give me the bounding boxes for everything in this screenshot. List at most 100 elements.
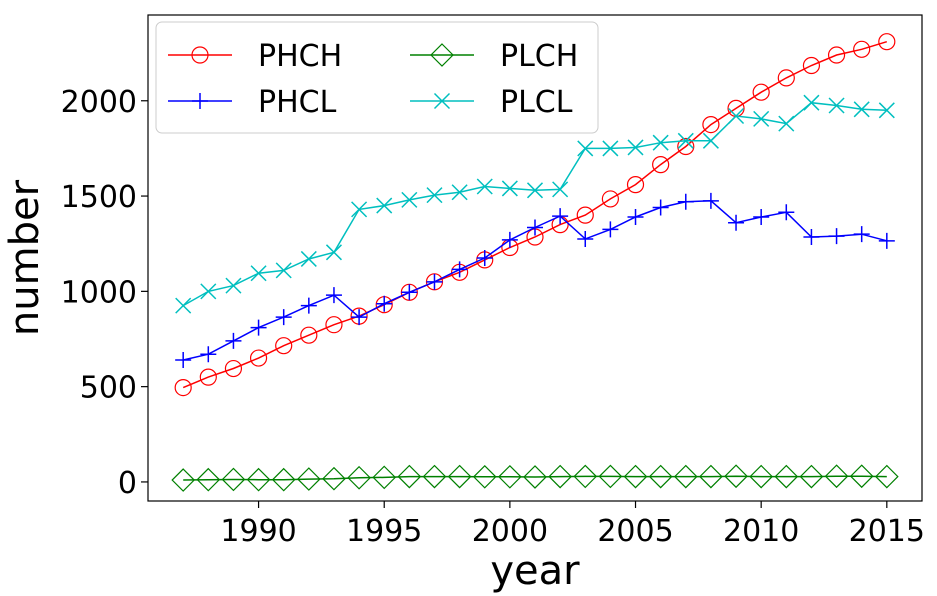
x-tick-label: 2015 <box>849 514 925 549</box>
y-axis: 0 500 1000 1500 2000 <box>61 85 148 501</box>
data-point-plch <box>774 464 799 489</box>
series-line-phch <box>182 40 888 389</box>
series-plcl <box>175 94 895 314</box>
data-point-phcl <box>451 261 468 278</box>
data-point-phch <box>601 190 619 208</box>
data-point-plcl <box>702 132 719 149</box>
data-point-plch <box>196 467 221 492</box>
x-axis-label: year <box>490 548 580 594</box>
data-point-plch <box>498 464 522 489</box>
data-point-plch <box>347 465 371 490</box>
data-point-plch <box>699 464 723 489</box>
data-point-plcl <box>325 244 342 261</box>
x-tick-label: 1990 <box>220 514 296 549</box>
data-point-plcl <box>401 191 418 208</box>
data-point-phch <box>878 33 896 51</box>
data-point-plcl <box>753 110 770 127</box>
data-point-phcl <box>828 228 845 245</box>
data-point-phcl <box>401 284 418 301</box>
data-point-plch <box>447 464 472 489</box>
data-point-phch <box>325 316 343 334</box>
data-point-plcl <box>853 101 870 118</box>
data-point-plch <box>422 464 447 489</box>
data-point-phch <box>174 379 192 397</box>
data-point-phcl <box>501 231 518 248</box>
data-point-phch <box>576 206 594 224</box>
data-point-phcl <box>627 209 644 226</box>
data-point-phcl <box>652 199 669 216</box>
x-tick-label: 1995 <box>346 514 422 549</box>
data-point-plch <box>523 465 547 489</box>
legend-item-plcl: PLCL <box>410 85 573 120</box>
data-point-plcl <box>778 115 795 132</box>
legend-marker-plcl <box>433 92 451 110</box>
series-line-plch <box>183 475 887 481</box>
data-point-phcl <box>300 297 317 314</box>
data-point-phcl <box>275 309 292 326</box>
data-point-plcl <box>476 178 493 195</box>
plot-frame <box>147 14 923 502</box>
data-point-phcl <box>200 346 217 363</box>
data-point-plch <box>749 464 774 489</box>
data-point-phch <box>224 359 243 378</box>
legend-box <box>155 21 599 134</box>
series-phch <box>174 33 896 397</box>
data-point-phcl <box>753 209 770 226</box>
legend-label: PHCH <box>258 39 342 74</box>
series-phcl <box>175 192 895 368</box>
data-point-phch <box>702 115 720 134</box>
series-layer <box>171 33 899 492</box>
data-point-phcl <box>677 193 694 210</box>
data-point-plcl <box>275 262 292 279</box>
data-point-phch <box>677 137 695 156</box>
data-point-plch <box>799 464 824 489</box>
data-point-phcl <box>853 226 870 243</box>
data-point-plch <box>598 464 623 489</box>
data-point-plch <box>472 464 497 489</box>
data-point-phch <box>249 349 268 367</box>
data-point-phch <box>199 368 217 386</box>
data-point-plcl <box>451 184 468 201</box>
data-point-plch <box>322 466 346 491</box>
data-point-phcl <box>250 319 267 336</box>
data-point-plch <box>623 464 648 489</box>
y-tick-label: 1500 <box>61 180 137 215</box>
legend-item-phch: PHCH <box>168 39 342 74</box>
legend-label: PLCL <box>500 85 573 120</box>
data-point-plcl <box>677 132 694 149</box>
data-point-plch <box>673 464 698 489</box>
data-point-phch <box>752 83 770 101</box>
data-point-phch <box>827 46 846 64</box>
data-point-phcl <box>225 332 242 349</box>
data-point-phcl <box>426 273 443 290</box>
data-point-phch <box>300 326 318 344</box>
data-point-plch <box>824 464 849 489</box>
data-point-phcl <box>702 192 719 209</box>
data-point-plcl <box>652 134 669 151</box>
y-tick-label: 2000 <box>61 85 137 120</box>
legend-marker-plch <box>430 43 454 67</box>
data-point-plcl <box>627 139 644 156</box>
data-point-plcl <box>728 107 745 125</box>
y-tick-label: 500 <box>80 371 137 406</box>
data-point-plch <box>271 467 296 492</box>
data-point-phcl <box>175 351 192 368</box>
y-axis-label: number <box>2 179 48 336</box>
legend-label: PLCH <box>500 39 578 74</box>
data-point-phcl <box>728 214 745 231</box>
data-point-plcl <box>225 277 242 294</box>
data-point-phcl <box>602 221 619 238</box>
data-point-plch <box>221 467 246 492</box>
data-point-plch <box>573 464 598 489</box>
legend-item-plch: PLCH <box>410 39 578 74</box>
data-point-plcl <box>351 201 368 218</box>
data-point-plch <box>724 464 748 489</box>
data-point-phch <box>275 337 293 355</box>
data-point-plcl <box>426 187 443 204</box>
data-point-plcl <box>828 97 845 114</box>
y-tick-label: 1000 <box>61 275 137 310</box>
legend: PHCH PHCL PLCH PLCL <box>155 21 599 134</box>
legend-marker-phcl <box>192 93 208 109</box>
x-axis: 1990 1995 2000 2005 2010 2015 <box>220 501 925 549</box>
